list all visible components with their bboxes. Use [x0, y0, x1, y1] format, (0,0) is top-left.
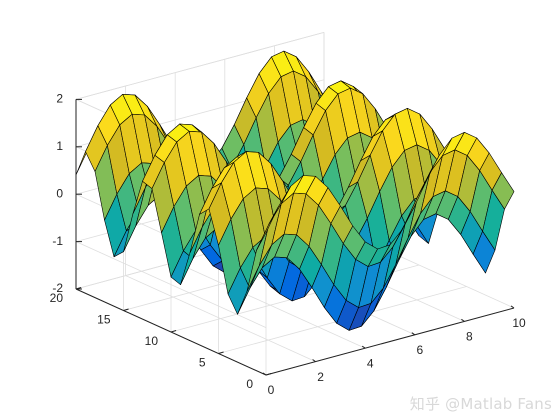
grid-line	[125, 275, 316, 362]
z-tick-label: 2	[56, 92, 63, 106]
y-tick-label: 5	[199, 356, 206, 370]
x-tick-label: 4	[367, 356, 374, 370]
x-tick-label: 6	[416, 343, 423, 357]
surface-patch	[491, 172, 515, 210]
z-tick-label: -2	[52, 281, 63, 295]
x-tick	[461, 318, 465, 322]
z-tick-label: -1	[52, 234, 63, 248]
x-tick	[411, 332, 416, 336]
y-tick	[265, 373, 272, 376]
y-tick	[218, 351, 224, 354]
y-tick	[123, 308, 129, 311]
y-tick-label: 15	[97, 313, 111, 327]
y-tick-label: 0	[246, 377, 253, 391]
watermark-text: 知乎 @Matlab Fans	[409, 395, 552, 413]
x-tick-label: 10	[512, 316, 526, 330]
axis-ticks: 0 2 4 6 8 10 0 5 10 15 20-2 -1 0 1 2	[50, 92, 526, 398]
x-tick-label: 0	[268, 383, 275, 397]
box-edge	[75, 32, 325, 100]
y-tick	[170, 330, 177, 333]
y-tick-label: 20	[50, 291, 64, 305]
x-tick	[510, 305, 515, 309]
x-tick	[361, 345, 366, 349]
z-tick-label: 0	[56, 186, 63, 200]
x-tick-label: 2	[317, 370, 324, 384]
x-tick-label: 8	[466, 330, 473, 344]
x-axis-line	[265, 307, 515, 376]
grid-line	[175, 261, 366, 349]
x-tick	[262, 372, 267, 376]
x-tick	[312, 359, 316, 363]
surface-plot	[75, 50, 515, 331]
z-tick-label: 1	[56, 139, 63, 153]
y-tick-label: 10	[145, 334, 159, 348]
